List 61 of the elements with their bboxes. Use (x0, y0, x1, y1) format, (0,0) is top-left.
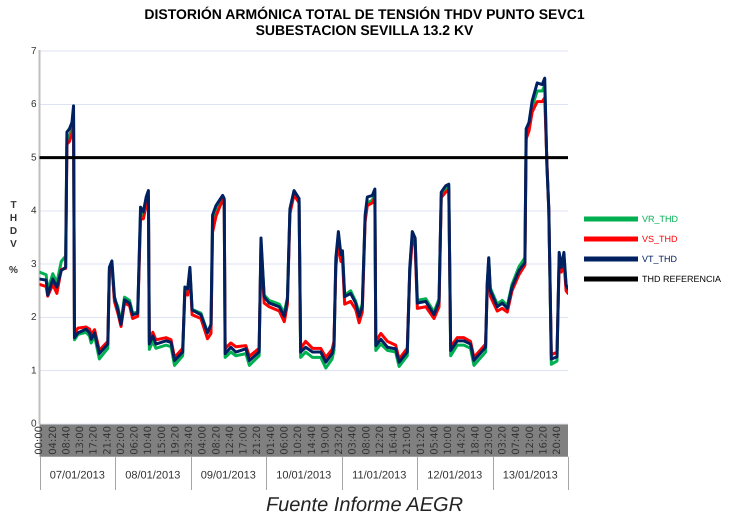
y-axis-title: THDV % (8, 200, 19, 278)
x2-tick-label: 11/01/2013 (352, 469, 406, 482)
x-tick-label: 05:40 (429, 426, 440, 455)
x-tick-label: 15:00 (156, 426, 168, 455)
x2-tick-label: 09/01/2013 (200, 469, 256, 482)
x2-tick-label: 10/01/2013 (276, 469, 332, 482)
x-tick-label: 19:20 (170, 426, 182, 455)
text: VT_THD (642, 254, 678, 264)
x2-tick-label: 07/01/2013 (50, 469, 105, 482)
x-tick-label: 00:00 (34, 426, 46, 455)
x-tick-label: 23:40 (184, 426, 196, 455)
x-tick-label: 10:00 (443, 426, 454, 455)
y-tick-label: 1 (31, 365, 37, 376)
x-tick-label: 06:00 (280, 426, 290, 455)
x-tick-label: 01:20 (416, 426, 427, 455)
x-tick-label: 14:20 (456, 426, 468, 455)
x-tick-label: 08:40 (61, 426, 72, 455)
x-tick-label: 06:20 (130, 426, 141, 455)
x-tick-label: 16:20 (538, 426, 550, 455)
x-tick-label: 23:20 (334, 426, 346, 455)
chart-subtitle: SUBESTACION SEVILLA 13.2 KV (254, 22, 474, 38)
source-note: Fuente Informe AEGR (264, 494, 464, 517)
x-tick-label: 12:00 (524, 426, 536, 455)
x-tick-label: 07:40 (511, 426, 522, 455)
y-tick-label: 5 (31, 152, 37, 164)
x-tick-label: 03:20 (498, 426, 509, 455)
y-tick-label: 3 (31, 258, 37, 270)
x-tick-label: 12:40 (224, 426, 236, 455)
x-tick-label: 16:40 (388, 426, 400, 455)
x-tick-label: 10:20 (293, 426, 304, 455)
x-tick-label: 20:40 (552, 426, 564, 455)
x-tick-label: 17:00 (238, 426, 250, 455)
x-tick-label: 13:00 (75, 426, 86, 455)
text: THD REFERENCIA (642, 274, 722, 284)
x-tick-label: 17:20 (88, 426, 100, 455)
x-tick-label: 04:20 (48, 426, 59, 455)
y-tick-label: 2 (31, 312, 37, 324)
x-tick-label: 19:00 (320, 426, 332, 455)
x-tick-label: 21:20 (252, 426, 264, 455)
x2-tick-label: 08/01/2013 (125, 469, 180, 482)
x2-tick-label: 12/01/2013 (427, 469, 482, 482)
x-tick-label: 08:20 (211, 426, 222, 455)
y-tick-label: 4 (31, 206, 37, 217)
x-tick-label: 01:40 (266, 426, 277, 455)
y-tick-label: 6 (31, 99, 37, 110)
x-tick-label: 03:40 (348, 426, 359, 455)
x-tick-label: 14:40 (306, 426, 318, 455)
x-tick-label: 04:00 (198, 426, 209, 455)
x-tick-label: 02:00 (116, 426, 127, 455)
x2-tick-label: 13/01/2013 (502, 469, 558, 482)
x-tick-label: 21:00 (402, 426, 414, 455)
chart-title: DISTORIÓN ARMÓNICA TOTAL DE TENSIÓN THDV PUNTO SEVC1 (143, 6, 586, 22)
x-tick-label: 12:20 (374, 426, 386, 455)
text: VS_THD (642, 234, 678, 244)
x-tick-label: 10:40 (143, 426, 154, 455)
y-tick-label: 7 (31, 46, 37, 57)
x-tick-label: 21:40 (102, 426, 114, 455)
text: VR_THD (642, 214, 678, 224)
x-tick-label: 18:40 (470, 426, 482, 455)
x-tick-label: 08:00 (361, 426, 372, 455)
x-tick-label: 23:00 (484, 426, 495, 455)
